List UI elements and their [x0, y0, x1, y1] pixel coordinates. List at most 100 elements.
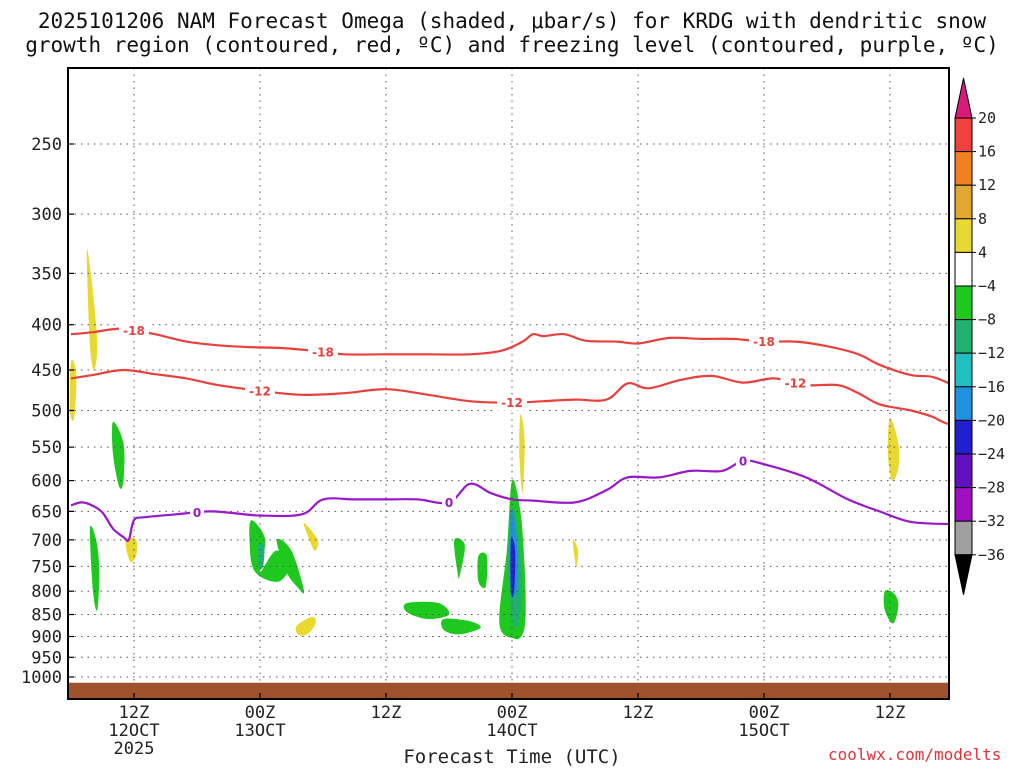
contour-label: -18 [123, 324, 145, 338]
omega-region [883, 590, 899, 624]
y-tick-label: 1000 [21, 668, 62, 688]
x-tick-label: 12Z [371, 703, 402, 723]
x-tick-label: 00Z [749, 703, 780, 723]
colorbar-label: 4 [978, 243, 987, 261]
colorbar-label: 20 [978, 109, 996, 127]
contour-label: 0 [445, 496, 453, 510]
colorbar-swatch [954, 151, 973, 186]
colorbar-label: −32 [978, 512, 1005, 530]
x-tick-label: 12Z [875, 703, 906, 723]
colorbar-swatch [954, 218, 973, 253]
colorbar-label: −20 [978, 411, 1005, 429]
contour-label: 0 [739, 454, 747, 468]
y-tick-label: 950 [31, 648, 62, 668]
contour-label-bg [245, 382, 275, 399]
colorbar-swatch [954, 319, 973, 354]
y-tick-label: 700 [31, 531, 62, 551]
y-tick-label: 550 [31, 438, 62, 458]
colorbar-swatch [954, 419, 973, 455]
omega-region [111, 421, 125, 489]
y-tick-label: 800 [31, 582, 62, 602]
contour-label: -12 [501, 396, 523, 410]
y-tick-label: 300 [31, 205, 62, 225]
y-tick-label: 850 [31, 606, 62, 626]
y-tick-label: 500 [31, 402, 62, 422]
contour-label-bg [497, 394, 527, 411]
omega-region [477, 552, 488, 589]
contour-label-bg [780, 374, 811, 391]
contour-labels: -18 -18 -18 -12 -12 -12 0 0 0 [119, 322, 811, 521]
y-axis-ticks: 2503003504004505005506006507007508008509… [21, 135, 74, 688]
contour-label-bg [442, 494, 456, 511]
x-tick-label: 00Z [245, 703, 276, 723]
surface-ground [68, 682, 949, 699]
x-tick-date: 12OCT [108, 721, 159, 741]
colorbar-arrow-top [954, 77, 973, 119]
contour-label-bg [190, 504, 204, 521]
colorbar-arrow-bottom [954, 554, 973, 595]
colorbar-label: 12 [978, 176, 996, 194]
y-tick-label: 650 [31, 502, 62, 522]
colorbar-swatch [954, 520, 973, 556]
colorbar-label: −12 [978, 344, 1005, 362]
omega-region [257, 542, 265, 570]
contour-label: -18 [312, 345, 334, 359]
colorbar-label: −16 [978, 378, 1005, 396]
colorbar-label: −28 [978, 479, 1005, 497]
omega-region [86, 248, 98, 370]
credit-link[interactable]: coolwx.com/modelts [828, 745, 1002, 764]
colorbar-swatch [954, 386, 973, 421]
contour-label-bg [749, 333, 779, 350]
dendritic-line [70, 368, 949, 426]
x-tick-label: 00Z [497, 703, 528, 723]
y-tick-label: 400 [31, 316, 62, 336]
x-tick-date: 13OCT [234, 721, 285, 741]
contour-label-bg [308, 343, 338, 360]
contour-label-bg [736, 452, 750, 469]
y-tick-label: 900 [31, 627, 62, 647]
y-tick-label: 600 [31, 472, 62, 492]
contour-label-bg [119, 322, 149, 339]
colorbar-swatch [954, 352, 973, 388]
colorbar-label: −36 [978, 546, 1005, 564]
x-tick-label: 12Z [119, 703, 150, 723]
omega-region [69, 359, 77, 421]
colorbar-label: −24 [978, 445, 1005, 463]
omega-region [441, 618, 481, 635]
omega-region [89, 525, 100, 611]
y-tick-label: 250 [31, 135, 62, 155]
x-axis-label: Forecast Time (UTC) [403, 746, 621, 768]
plot-frame [67, 67, 950, 700]
omega-region [403, 601, 450, 620]
contour-label: 0 [193, 506, 201, 520]
colorbar-swatch [954, 453, 973, 489]
colorbar: 20 16 12 8 4 −4 −8 −12 −16 −20 −24 −28 −32 −36 [954, 77, 1005, 595]
colorbar-label: 8 [978, 210, 987, 228]
dendritic-line [70, 327, 949, 385]
omega-region [519, 414, 525, 494]
colorbar-swatch [954, 117, 973, 153]
colorbar-swatch [954, 285, 973, 321]
chart-title-line-2: growth region (contoured, red, ºC) and f… [25, 33, 999, 57]
y-tick-label: 350 [31, 264, 62, 284]
x-tick-label: 12Z [623, 703, 654, 723]
contour-label: -18 [753, 335, 775, 349]
chart-title-line-1: 2025101206 NAM Forecast Omega (shaded, μ… [37, 9, 987, 33]
omega-region [295, 616, 316, 636]
x-tick-date: 14OCT [486, 721, 537, 741]
omega-shaded-regions [69, 248, 900, 640]
colorbar-swatch [954, 251, 973, 287]
colorbar-label: −8 [978, 311, 996, 329]
omega-region [572, 539, 579, 567]
omega-region [454, 537, 465, 579]
colorbar-swatch [954, 184, 973, 220]
grid-lines [68, 68, 949, 699]
y-tick-label: 450 [31, 361, 62, 381]
contour-label: -12 [249, 384, 271, 398]
x-tick-year: 2025 [114, 739, 155, 759]
x-tick-date: 15OCT [738, 721, 789, 741]
colorbar-label: −4 [978, 277, 996, 295]
omega-region [887, 417, 900, 481]
